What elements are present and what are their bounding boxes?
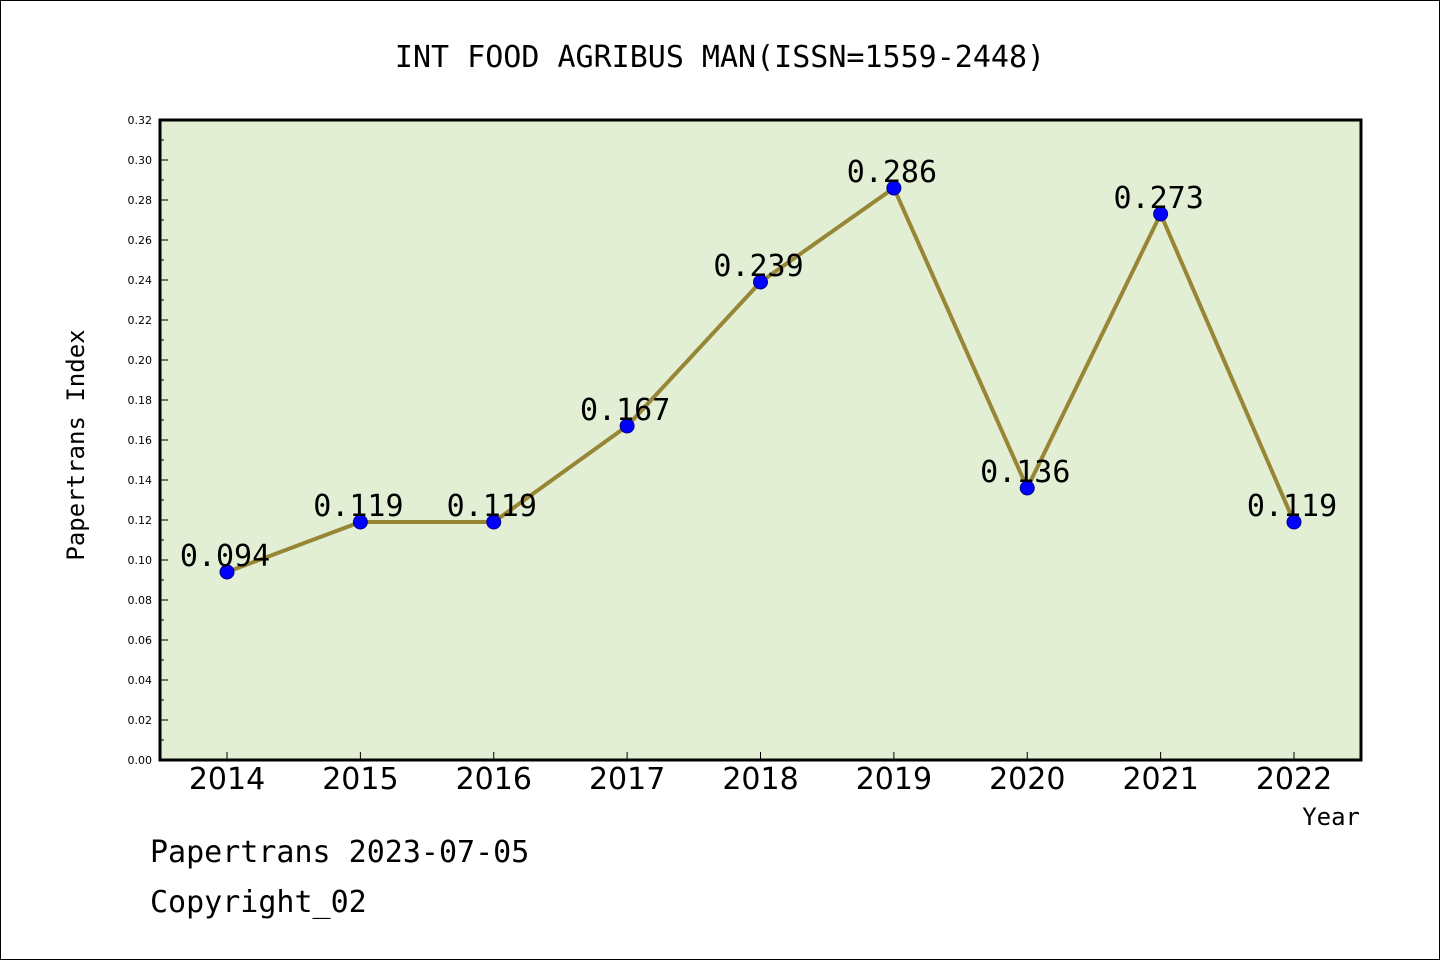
y-tick-label: 0.08 <box>128 594 153 607</box>
x-tick-label: 2016 <box>456 762 532 797</box>
x-tick-label: 2017 <box>589 762 665 797</box>
y-tick-label: 0.14 <box>128 474 153 487</box>
y-tick-label: 0.16 <box>128 434 153 447</box>
data-point <box>1019 480 1035 496</box>
data-point <box>219 564 235 580</box>
x-tick-label: 2022 <box>1256 762 1332 797</box>
x-tick-label: 2021 <box>1122 762 1198 797</box>
data-point <box>886 180 902 196</box>
data-point <box>619 418 635 434</box>
y-tick-label: 0.26 <box>128 234 153 247</box>
footer-copyright: Copyright_02 <box>150 885 367 920</box>
data-label: 0.167 <box>580 393 670 428</box>
y-tick-label: 0.22 <box>128 314 153 327</box>
x-tick-label: 2015 <box>322 762 398 797</box>
x-axis-label: Year <box>1302 803 1360 831</box>
data-point <box>753 274 768 290</box>
y-tick-label: 0.12 <box>128 514 153 527</box>
y-tick-label: 0.30 <box>128 154 153 167</box>
y-axis-label: Papertrans Index <box>62 329 90 560</box>
x-axis: 2014 2015 2016 2017 2018 2019 2020 2021 2022 <box>189 752 1332 797</box>
y-tick-label: 0.32 <box>128 114 153 127</box>
y-axis: 0.00 0.02 0.04 0.06 0.08 0.10 0.12 0.14 0.16 0.18… <box>128 114 168 767</box>
chart-title: INT FOOD AGRIBUS MAN(ISSN=1559-2448) <box>395 40 1045 75</box>
y-tick-label: 0.20 <box>128 354 153 367</box>
y-tick-label: 0.06 <box>128 634 153 647</box>
y-tick-label: 0.10 <box>128 554 153 567</box>
data-point <box>486 514 502 530</box>
data-label: 0.119 <box>1247 489 1337 524</box>
data-label: 0.119 <box>313 489 403 524</box>
y-tick-label: 0.02 <box>128 714 153 727</box>
data-label: 0.119 <box>447 489 537 524</box>
y-tick-label: 0.00 <box>128 754 153 767</box>
y-tick-label: 0.04 <box>128 674 153 687</box>
data-point <box>1153 206 1169 222</box>
y-tick-label: 0.18 <box>128 394 153 407</box>
data-point <box>352 514 368 530</box>
y-tick-label: 0.24 <box>128 274 153 287</box>
footer-date: Papertrans 2023-07-05 <box>150 835 530 870</box>
data-label: 0.239 <box>713 249 803 284</box>
x-tick-label: 2014 <box>189 762 265 797</box>
x-tick-label: 2018 <box>722 762 798 797</box>
x-tick-label: 2019 <box>856 762 932 797</box>
data-markers <box>219 180 1302 580</box>
data-label: 0.094 <box>180 539 270 574</box>
y-tick-label: 0.28 <box>128 194 153 207</box>
x-tick-label: 2020 <box>989 762 1065 797</box>
data-labels: 0.094 0.119 0.119 0.167 0.239 0.286 0.136 0.273… <box>180 155 1337 574</box>
data-label: 0.273 <box>1113 181 1203 216</box>
data-label: 0.136 <box>980 455 1070 490</box>
data-point <box>1286 514 1302 530</box>
data-label: 0.286 <box>847 155 937 190</box>
plot-area <box>158 118 1363 762</box>
